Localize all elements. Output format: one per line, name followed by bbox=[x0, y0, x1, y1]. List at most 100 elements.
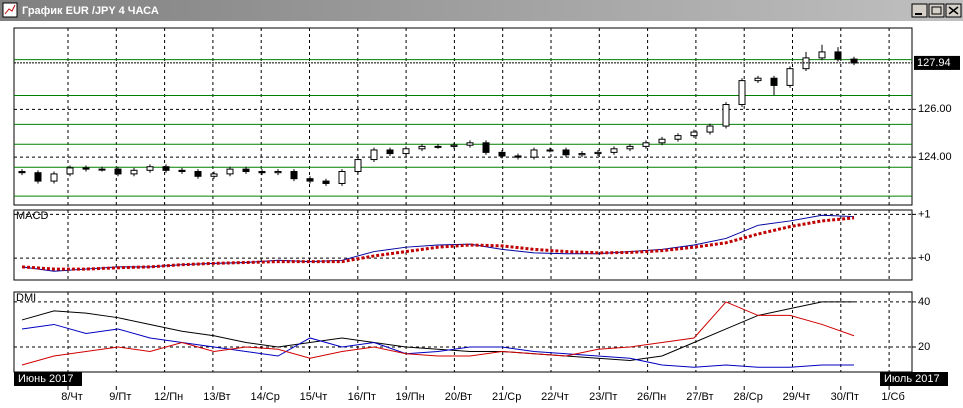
maximize-glyph bbox=[931, 6, 942, 15]
month-label: Июнь 2017 bbox=[18, 373, 74, 385]
candle-body bbox=[690, 131, 698, 137]
charts: 124.00 126.00 127.94 +1 +0 MACD 40 20 DMI 8/Чт 9/П… bbox=[13, 27, 960, 403]
candle-body bbox=[50, 173, 58, 182]
x-tick-label: 21/Ср bbox=[492, 391, 521, 403]
candle-body bbox=[610, 148, 618, 153]
x-tick-label: 22/Чт bbox=[541, 391, 569, 403]
candle-body bbox=[498, 151, 506, 157]
x-tick-label: 13/Вт bbox=[203, 391, 230, 403]
minimize-button[interactable] bbox=[911, 3, 928, 18]
indicator-line bbox=[21, 301, 854, 362]
candle-body bbox=[786, 68, 794, 86]
last-price-tag bbox=[914, 55, 960, 70]
candle-body bbox=[722, 104, 730, 127]
candle-body bbox=[770, 77, 778, 86]
indicator-line bbox=[21, 301, 855, 366]
x-tick-label: 26/Пн bbox=[637, 391, 666, 403]
month-tag bbox=[14, 372, 82, 386]
candle-body bbox=[658, 138, 666, 144]
candle-body bbox=[130, 169, 138, 175]
x-tick-label: 19/Пн bbox=[395, 391, 424, 403]
candle-body bbox=[354, 159, 362, 173]
indicator-line bbox=[21, 323, 854, 368]
x-tick-label: 15/Чт bbox=[300, 391, 328, 403]
candle-body bbox=[258, 171, 266, 174]
candle-body bbox=[434, 145, 442, 148]
candle-body bbox=[626, 145, 634, 150]
close-glyph bbox=[948, 6, 959, 15]
y-tick-label: +0 bbox=[918, 252, 931, 264]
y-tick-label: 124.00 bbox=[918, 151, 952, 163]
candle-body bbox=[98, 168, 106, 171]
candle-body bbox=[34, 172, 42, 182]
window-title: График EUR /JPY 4 ЧАСА bbox=[22, 5, 159, 17]
panel-frame bbox=[13, 27, 913, 206]
title-bar bbox=[0, 0, 963, 21]
candle-body bbox=[514, 155, 522, 158]
candle-body bbox=[850, 58, 858, 64]
candle-body bbox=[466, 142, 474, 146]
x-tick-label: 20/Вт bbox=[445, 391, 472, 403]
candle-body bbox=[418, 145, 426, 150]
candle-body bbox=[242, 168, 250, 173]
candle-body bbox=[402, 148, 410, 155]
candle-body bbox=[306, 178, 314, 182]
x-tick-label: 9/Пт bbox=[109, 391, 131, 403]
x-tick-label: 16/Пт bbox=[348, 391, 376, 403]
candle-body bbox=[370, 149, 378, 161]
window-icon-glyph bbox=[4, 4, 16, 15]
candle-body bbox=[594, 151, 602, 155]
x-tick-label: 14/Ср bbox=[251, 391, 280, 403]
x-tick-label: 1/Сб bbox=[881, 391, 904, 403]
x-tick-label: 12/Пн bbox=[154, 391, 183, 403]
last-price-label: 127.94 bbox=[917, 57, 951, 69]
candle-body bbox=[818, 51, 826, 59]
x-tick-label: 29/Чт bbox=[783, 391, 811, 403]
candle-body bbox=[386, 149, 394, 155]
candle-body bbox=[738, 80, 746, 106]
x-tick-label: 8/Чт bbox=[61, 391, 83, 403]
candle-body bbox=[322, 180, 330, 184]
panel-title: MACD bbox=[16, 210, 48, 222]
candle-body bbox=[530, 149, 538, 158]
panel-frame bbox=[13, 291, 913, 373]
candle-body bbox=[226, 168, 234, 175]
candle-body bbox=[674, 135, 682, 140]
indicator-line bbox=[21, 214, 855, 272]
candle-body bbox=[754, 77, 762, 82]
candle-body bbox=[450, 144, 458, 147]
candle-body bbox=[642, 142, 650, 147]
candle-body bbox=[546, 149, 554, 152]
y-tick-label: 126.00 bbox=[918, 103, 952, 115]
x-tick-label: 30/Пт bbox=[831, 391, 859, 403]
candle-body bbox=[834, 51, 842, 60]
candle-body bbox=[114, 168, 122, 175]
candle-body bbox=[274, 171, 282, 174]
window-buttons[interactable] bbox=[911, 3, 962, 18]
month-tag bbox=[880, 372, 948, 386]
x-tick-label: 27/Вт bbox=[686, 391, 713, 403]
candle-body bbox=[82, 167, 90, 170]
y-tick-label: +1 bbox=[918, 208, 931, 220]
candle-body bbox=[146, 166, 154, 171]
candle-body bbox=[194, 171, 202, 177]
candle-body bbox=[178, 169, 186, 173]
month-label: Июль 2017 bbox=[884, 373, 940, 385]
candle-body bbox=[706, 125, 714, 133]
panel-title: DMI bbox=[16, 292, 36, 304]
x-tick-label: 28/Ср bbox=[734, 391, 763, 403]
x-tick-label: 23/Пт bbox=[589, 391, 617, 403]
candle-body bbox=[210, 173, 218, 177]
indicator-line bbox=[21, 216, 855, 271]
y-tick-label: 40 bbox=[918, 296, 930, 308]
candle-body bbox=[162, 166, 170, 171]
candle-body bbox=[66, 167, 74, 175]
candle-body bbox=[482, 142, 490, 153]
candle-body bbox=[578, 153, 586, 156]
candle-body bbox=[338, 171, 346, 184]
maximize-button[interactable] bbox=[928, 3, 945, 18]
candle-body bbox=[18, 171, 26, 174]
candle-body bbox=[290, 171, 298, 180]
candle-body bbox=[562, 149, 570, 156]
